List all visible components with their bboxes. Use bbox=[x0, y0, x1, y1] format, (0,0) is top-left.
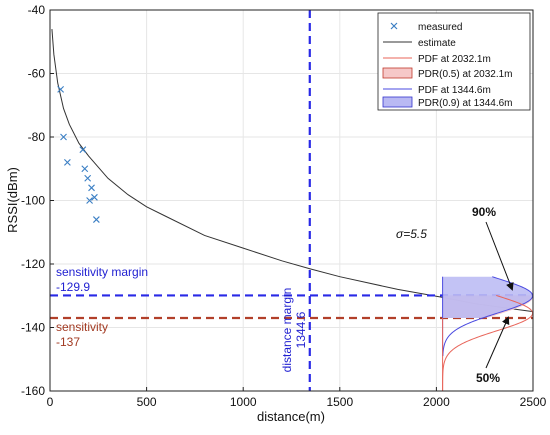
measured-point bbox=[57, 85, 65, 93]
legend-label-pdf-near: PDF at 1344.6m bbox=[418, 85, 491, 96]
x-tick-label: 2000 bbox=[423, 395, 450, 409]
x-tick-label: 1000 bbox=[230, 395, 257, 409]
legend-symbol-measured bbox=[390, 22, 398, 30]
legend-label-pdr-near: PDR(0.9) at 1344.6m bbox=[418, 98, 513, 109]
x-axis-label: distance(m) bbox=[257, 409, 325, 424]
measured-point bbox=[88, 184, 95, 192]
measured-point bbox=[63, 159, 71, 166]
grid bbox=[49, 9, 534, 392]
legend-entry-pdf-far: PDF at 2032.1m bbox=[383, 54, 491, 65]
measured-point bbox=[84, 174, 92, 182]
estimate-line bbox=[51, 29, 534, 313]
measured-point bbox=[81, 165, 89, 173]
measured-point bbox=[92, 216, 100, 223]
sigma-label: σ=5.5 bbox=[396, 227, 427, 241]
sensitivity-value: -137 bbox=[56, 335, 80, 349]
x-tick-label: 2500 bbox=[520, 395, 547, 409]
legend-entry-estimate: estimate bbox=[383, 38, 456, 49]
legend-entry-measured: measured bbox=[390, 22, 462, 33]
legend-label-measured: measured bbox=[418, 22, 462, 33]
measured-point bbox=[91, 193, 98, 201]
legend-symbol-pdr-near bbox=[382, 96, 413, 108]
measured-point bbox=[86, 197, 93, 204]
x-tick-label: 500 bbox=[137, 395, 157, 409]
measured-point bbox=[79, 146, 87, 154]
y-axis-label: RSSI(dBm) bbox=[5, 167, 20, 233]
y-tick-label: -100 bbox=[21, 194, 45, 208]
arrow-90 bbox=[485, 221, 514, 291]
annotation-90: 90% bbox=[472, 205, 496, 219]
sensitivity-label: sensitivity bbox=[56, 320, 108, 334]
distance-margin-label: distance margin bbox=[280, 288, 294, 373]
legend-box bbox=[377, 12, 531, 111]
arrow-50 bbox=[485, 316, 510, 369]
legend: measured estimate PDF at 2032.1m PDR(0.5… bbox=[377, 12, 531, 111]
y-tick-label: -120 bbox=[21, 257, 45, 271]
pdf-near-line bbox=[442, 276, 534, 357]
axis-ticks: 0 500 1000 1500 2000 2500 -160 -140 -120 -100 -80 -… bbox=[21, 3, 547, 409]
measured-point bbox=[60, 133, 67, 141]
distance-margin-value: 1344.6 bbox=[294, 311, 308, 348]
y-tick-label: -60 bbox=[28, 67, 46, 81]
x-tick-label: 0 bbox=[47, 395, 54, 409]
legend-symbol-pdr-far bbox=[382, 67, 413, 79]
annotation-50: 50% bbox=[476, 371, 500, 385]
y-tick-label: -140 bbox=[21, 321, 45, 335]
legend-label-pdf-far: PDF at 2032.1m bbox=[418, 54, 491, 65]
y-tick-label: -40 bbox=[28, 3, 46, 17]
text-labels: distance(m) RSSI(dBm) sensitivity margin… bbox=[5, 167, 500, 424]
pdf-overlays bbox=[442, 221, 534, 391]
y-tick-label: -80 bbox=[28, 130, 46, 144]
legend-label-estimate: estimate bbox=[418, 38, 456, 49]
legend-entry-pdr-far: PDR(0.5) at 2032.1m bbox=[382, 67, 513, 80]
legend-label-pdr-far: PDR(0.5) at 2032.1m bbox=[418, 69, 513, 80]
data-series bbox=[51, 29, 534, 313]
sensitivity-margin-label: sensitivity margin bbox=[56, 265, 148, 279]
legend-entry-pdf-near: PDF at 1344.6m bbox=[383, 85, 491, 96]
sensitivity-margin-value: -129.9 bbox=[56, 280, 90, 294]
legend-entry-pdr-near: PDR(0.9) at 1344.6m bbox=[382, 96, 513, 109]
x-tick-label: 1500 bbox=[326, 395, 353, 409]
reference-lines bbox=[50, 10, 533, 391]
plot-frame bbox=[49, 9, 534, 392]
y-tick-label: -160 bbox=[21, 384, 45, 398]
